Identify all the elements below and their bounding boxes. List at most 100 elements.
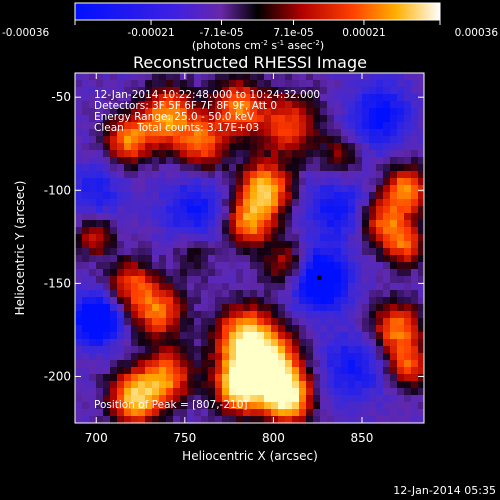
heatmap-cell — [285, 199, 293, 207]
heatmap-cell — [397, 185, 405, 193]
heatmap-cell — [96, 206, 104, 214]
heatmap-cell — [299, 157, 307, 165]
heatmap-cell — [313, 311, 321, 319]
heatmap-cell — [383, 185, 391, 193]
heatmap-cell — [306, 150, 314, 158]
heatmap-cell — [124, 143, 132, 151]
heatmap-cell — [131, 388, 139, 396]
heatmap-cell — [390, 178, 398, 186]
heatmap-cell — [334, 213, 342, 221]
heatmap-cell — [376, 276, 384, 284]
heatmap-cell — [327, 192, 335, 200]
heatmap-cell — [208, 332, 216, 340]
heatmap-cell — [208, 360, 216, 368]
heatmap-cell — [131, 346, 139, 354]
heatmap-cell — [271, 241, 279, 249]
heatmap-cell — [327, 360, 335, 368]
heatmap-cell — [369, 164, 377, 172]
heatmap-cell — [138, 227, 146, 235]
heatmap-cell — [124, 115, 132, 123]
heatmap-cell — [201, 262, 209, 270]
heatmap-cell — [341, 416, 349, 423]
heatmap-cell — [152, 136, 160, 144]
heatmap-cell — [103, 409, 111, 417]
heatmap-cell — [306, 206, 314, 214]
heatmap-cell — [271, 213, 279, 221]
heatmap-cell — [159, 178, 167, 186]
heatmap-cell — [348, 353, 356, 361]
heatmap-cell — [341, 339, 349, 347]
heatmap-cell — [82, 164, 90, 172]
heatmap-cell — [82, 206, 90, 214]
heatmap-cell — [166, 416, 174, 423]
heatmap-cell — [215, 276, 223, 284]
heatmap-cell — [369, 290, 377, 298]
heatmap-cell — [229, 101, 237, 109]
heatmap-cell — [250, 220, 258, 228]
heatmap-cell — [250, 80, 258, 88]
heatmap-cell — [103, 395, 111, 403]
heatmap-cell — [117, 94, 125, 102]
heatmap-cell — [110, 136, 118, 144]
heatmap-cell — [222, 255, 230, 263]
heatmap-cell — [110, 73, 118, 81]
heatmap-cell — [341, 199, 349, 207]
heatmap-cell — [110, 367, 118, 375]
heatmap-cell — [194, 248, 202, 256]
heatmap-cell — [327, 136, 335, 144]
heatmap-cell — [124, 185, 132, 193]
heatmap-cell — [117, 192, 125, 200]
heatmap-cell — [376, 73, 384, 81]
heatmap-cell — [82, 115, 90, 123]
heatmap-cell — [138, 136, 146, 144]
heatmap-cell — [243, 157, 251, 165]
heatmap-cell — [166, 276, 174, 284]
heatmap-cell — [306, 241, 314, 249]
heatmap-cell — [376, 283, 384, 291]
heatmap-cell — [229, 388, 237, 396]
heatmap-cell — [215, 213, 223, 221]
heatmap-cell — [334, 227, 342, 235]
heatmap-cell — [397, 290, 405, 298]
heatmap-cell — [299, 108, 307, 116]
heatmap-cell — [145, 402, 153, 410]
heatmap-cell — [362, 178, 370, 186]
heatmap-cell — [194, 339, 202, 347]
heatmap-cell — [376, 220, 384, 228]
heatmap-cell — [75, 129, 83, 137]
heatmap-cell — [390, 227, 398, 235]
heatmap-cell — [306, 325, 314, 333]
heatmap-cell — [313, 241, 321, 249]
heatmap-cell — [264, 129, 272, 137]
heatmap-cell — [103, 73, 111, 81]
heatmap-cell — [236, 381, 244, 389]
heatmap-cell — [285, 353, 293, 361]
heatmap-cell — [222, 157, 230, 165]
heatmap-cell — [250, 199, 258, 207]
heatmap-cell — [75, 185, 83, 193]
heatmap-cell — [180, 227, 188, 235]
heatmap-cell — [243, 283, 251, 291]
heatmap-cell — [271, 220, 279, 228]
heatmap-cell — [334, 346, 342, 354]
heatmap-cell — [159, 388, 167, 396]
heatmap-cell — [75, 227, 83, 235]
heatmap-cell — [131, 164, 139, 172]
heatmap-cell — [215, 381, 223, 389]
heatmap-cell — [103, 388, 111, 396]
heatmap-cell — [299, 164, 307, 172]
heatmap-cell — [187, 192, 195, 200]
heatmap-cell — [327, 108, 335, 116]
heatmap-cell — [278, 339, 286, 347]
heatmap-cell — [299, 346, 307, 354]
heatmap-cell — [376, 311, 384, 319]
heatmap-cell — [243, 199, 251, 207]
heatmap-cell — [411, 402, 419, 410]
heatmap-cell — [194, 164, 202, 172]
heatmap-cell — [110, 388, 118, 396]
heatmap-cell — [236, 234, 244, 242]
heatmap-cell — [117, 108, 125, 116]
heatmap-cell — [383, 290, 391, 298]
heatmap-cell — [411, 87, 419, 95]
heatmap-cell — [82, 409, 90, 417]
